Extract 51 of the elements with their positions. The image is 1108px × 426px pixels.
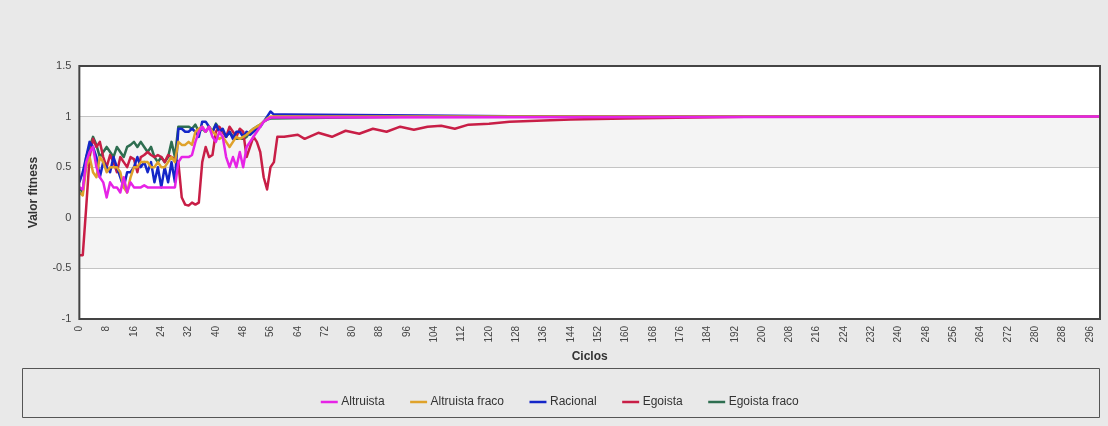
x-tick-label: 16 [127,325,139,338]
x-tick-label: 240 [892,325,904,343]
x-tick-label: 136 [537,325,549,343]
x-tick-label: 128 [510,325,522,343]
x-tick-label: 64 [291,325,303,338]
x-tick-label: 192 [728,325,740,343]
legend-label: Egoista fraco [728,394,800,409]
x-tick-label: 176 [673,325,685,343]
x-tick-label: 184 [701,325,713,343]
x-tick-label: 160 [619,325,631,343]
x-tick-label: 48 [236,325,248,338]
x-tick-label: 272 [1001,325,1013,343]
x-tick-label: 280 [1028,325,1040,343]
legend-label: Altruista fraco [430,394,505,409]
x-tick-label: 24 [155,325,167,338]
x-tick-label: 208 [783,325,795,343]
legend-label: Altruista [341,394,385,409]
x-tick-label: 264 [974,325,986,343]
x-axis-title: Ciclos [571,349,609,364]
x-tick-label: 8 [100,325,112,332]
x-tick-label: 72 [318,325,330,338]
x-tick-label: 232 [865,325,877,343]
x-tick-label: 168 [646,325,658,343]
y-tick-label: 0 [65,210,72,223]
x-tick-label: 224 [837,325,849,343]
x-tick-label: 120 [482,325,494,343]
y-tick-label: 1.5 [56,59,72,72]
x-tick-label: 32 [182,325,194,338]
x-tick-label: 56 [264,325,276,338]
x-tick-label: 296 [1083,325,1095,343]
y-tick-label: -1 [61,311,72,324]
x-tick-label: 80 [346,325,358,338]
y-tick-label: 0.5 [56,160,72,173]
y-axis-title: Valor fitness [25,156,40,229]
x-tick-label: 88 [373,325,385,338]
x-tick-label: 256 [946,325,958,343]
x-tick-label: 152 [591,325,603,343]
x-tick-label: 288 [1056,325,1068,343]
x-tick-label: 248 [919,325,931,343]
x-tick-label: 216 [810,325,822,343]
legend-label: Egoista [642,394,684,409]
x-tick-label: 96 [400,325,412,338]
x-tick-label: 144 [564,325,576,343]
y-tick-label: 1 [65,109,72,122]
x-tick-label: 200 [755,325,767,343]
x-tick-label: 0 [73,325,85,332]
legend-label: Racional [549,394,597,409]
y-tick-label: -0.5 [52,261,72,274]
x-tick-label: 104 [428,325,440,343]
x-tick-label: 40 [209,325,221,338]
x-tick-label: 112 [455,325,467,342]
